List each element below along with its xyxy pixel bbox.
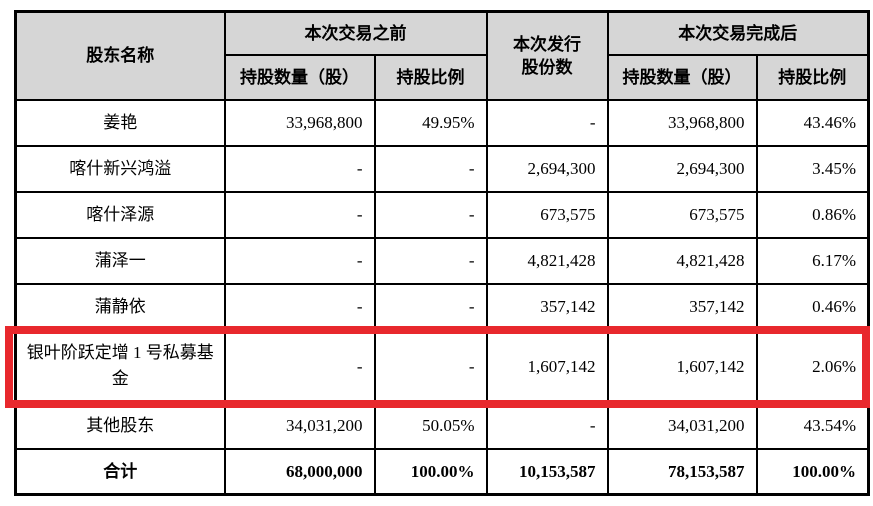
after-shares-cell: 33,968,800 [606,98,758,147]
before-ratio-cell: - [373,144,488,193]
after-ratio-cell: 0.86% [755,190,870,239]
before-shares-cell: - [223,190,376,239]
before-shares-cell: 33,968,800 [223,98,376,147]
after-shares-cell: 1,607,142 [606,328,758,404]
shareholder-name-cell: 合计 [14,447,226,496]
after-shares-cell: 4,821,428 [606,236,758,285]
before-ratio-cell: - [373,282,488,331]
after-shares-cell: 78,153,587 [606,447,758,496]
header-issued-line2: 股份数 [521,57,573,77]
after-shares-cell: 673,575 [606,190,758,239]
after-ratio-cell: 100.00% [755,447,870,496]
total-row: 合计 68,000,000 100.00% 10,153,587 78,153,587 1… [14,447,870,496]
before-ratio-cell: - [373,328,488,404]
before-ratio-cell: - [373,190,488,239]
header-issued-line1: 本次发行 [513,34,581,54]
issued-shares-cell: - [485,98,609,147]
issued-shares-cell: 2,694,300 [485,144,609,193]
header-issued-shares: 本次发行 股份数 [485,10,609,101]
issued-shares-cell: 673,575 [485,190,609,239]
before-ratio-cell: - [373,236,488,285]
header-before-ratio: 持股比例 [373,53,488,101]
after-ratio-cell: 43.54% [755,401,870,450]
table-row: 喀什泽源 - -673,575 673,575 0.86% [14,190,870,239]
header-sub-row: 持股数量（股） 持股比例 持股数量（股） 持股比例 [16,53,870,101]
before-shares-cell: 34,031,200 [223,401,376,450]
issued-shares-cell: 357,142 [485,282,609,331]
table-row: 蒲静依 - -357,142 357,142 0.46% [14,282,870,331]
before-ratio-cell: 50.05% [373,401,488,450]
before-shares-cell: - [223,282,376,331]
issued-shares-cell: - [485,401,609,450]
shareholder-name-cell: 姜艳 [14,98,226,147]
after-ratio-cell: 6.17% [755,236,870,285]
table-row: 其他股东 34,031,200 50.05% -34,031,200 43.54% [14,401,870,450]
shareholder-name-cell: 蒲静依 [14,282,226,331]
after-ratio-cell: 3.45% [755,144,870,193]
header-after-shares: 持股数量（股） [606,53,758,101]
header-before-shares: 持股数量（股） [223,53,376,101]
shareholder-name-cell: 其他股东 [14,401,226,450]
table-header: 股东名称 本次交易之前 本次发行 股份数 本次交易完成后 持股数量（股） 持股比… [14,10,870,101]
issued-shares-cell: 4,821,428 [485,236,609,285]
after-ratio-cell: 2.06% [755,328,870,404]
header-shareholder-name: 股东名称 [14,10,226,101]
header-after-transaction-group: 本次交易完成后 [606,10,870,56]
before-ratio-cell: 100.00% [373,447,488,496]
shareholder-name-cell: 蒲泽一 [14,236,226,285]
table-row: 蒲泽一 - -4,821,428 4,821,428 6.17% [14,236,870,285]
highlighted-row: 银叶阶跃定增 1 号私募基金 - -1,607,142 1,607,142 2.06% [14,328,870,404]
shareholder-name-cell: 喀什新兴鸿溢 [14,144,226,193]
table-row: 喀什新兴鸿溢 - -2,694,300 2,694,300 3.45% [14,144,870,193]
before-shares-cell: - [223,144,376,193]
after-ratio-cell: 43.46% [755,98,870,147]
shareholder-name-cell: 喀什泽源 [14,190,226,239]
shareholder-name-cell: 银叶阶跃定增 1 号私募基金 [14,328,226,404]
before-ratio-cell: 49.95% [373,98,488,147]
after-shares-cell: 2,694,300 [606,144,758,193]
issued-shares-cell: 10,153,587 [485,447,609,496]
header-after-ratio: 持股比例 [755,53,870,101]
after-shares-cell: 34,031,200 [606,401,758,450]
before-shares-cell: 68,000,000 [223,447,376,496]
after-ratio-cell: 0.46% [755,282,870,331]
before-shares-cell: - [223,328,376,404]
after-shares-cell: 357,142 [606,282,758,331]
header-before-transaction-group: 本次交易之前 [223,10,488,56]
shareholder-table: 股东名称 本次交易之前 本次发行 股份数 本次交易完成后 持股数量（股） 持股比… [14,10,870,496]
issued-shares-cell: 1,607,142 [485,328,609,404]
header-group-row: 股东名称 本次交易之前 本次发行 股份数 本次交易完成后 [14,10,870,101]
table-body: 姜艳 33,968,800 49.95% -33,968,800 43.46% 喀什新兴鸿… [14,98,870,496]
before-shares-cell: - [223,236,376,285]
table-row: 姜艳 33,968,800 49.95% -33,968,800 43.46% [14,98,870,147]
